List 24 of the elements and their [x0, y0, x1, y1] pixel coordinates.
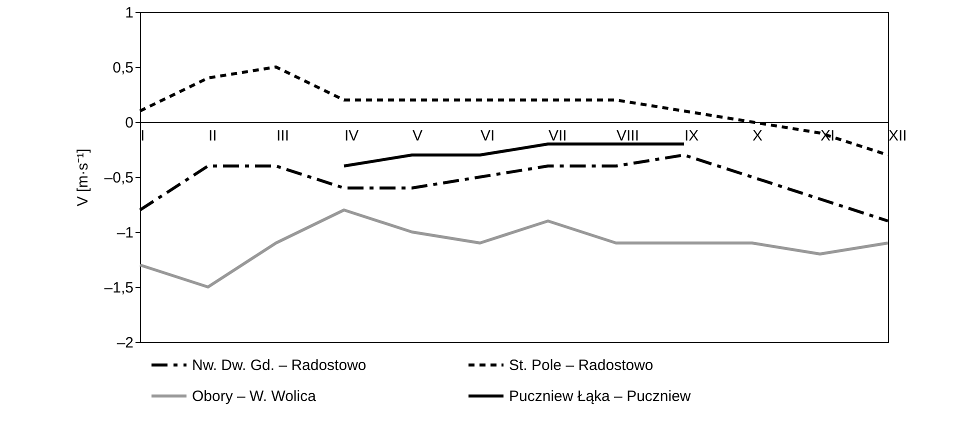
- y-tick-label: 0,5: [112, 60, 134, 76]
- x-tick-label: IV: [344, 128, 359, 144]
- x-tick-label: III: [276, 128, 290, 144]
- x-tick-label: X: [752, 128, 763, 144]
- x-tick-label: VII: [548, 128, 567, 144]
- x-tick-label: II: [208, 128, 217, 144]
- legend-label: Puczniew Łąka – Puczniew: [509, 388, 691, 405]
- y-tick-label: 0: [125, 114, 134, 132]
- legend-label: Obory – W. Wolica: [192, 388, 317, 405]
- line-series: [138, 208, 890, 288]
- x-tick-label: VIII: [616, 128, 640, 144]
- x-tick-label: V: [412, 128, 423, 144]
- y-tick-label: –1,5: [104, 280, 134, 296]
- legend-label: Nw. Dw. Gd. – Radostowo: [192, 357, 366, 374]
- y-tick-label: –0,5: [104, 170, 134, 186]
- y-tick-label: –1: [116, 224, 134, 242]
- x-tick-label: XII: [888, 128, 907, 144]
- x-tick-label: VI: [480, 128, 495, 144]
- y-tick-label: –2: [116, 334, 134, 352]
- legend-label: St. Pole – Radostowo: [509, 357, 654, 374]
- x-tick-label: I: [140, 128, 145, 144]
- y-axis-title: V [m·s⁻¹]: [74, 148, 92, 206]
- y-tick-label: 1: [125, 4, 134, 22]
- x-tick-label: IX: [684, 128, 699, 144]
